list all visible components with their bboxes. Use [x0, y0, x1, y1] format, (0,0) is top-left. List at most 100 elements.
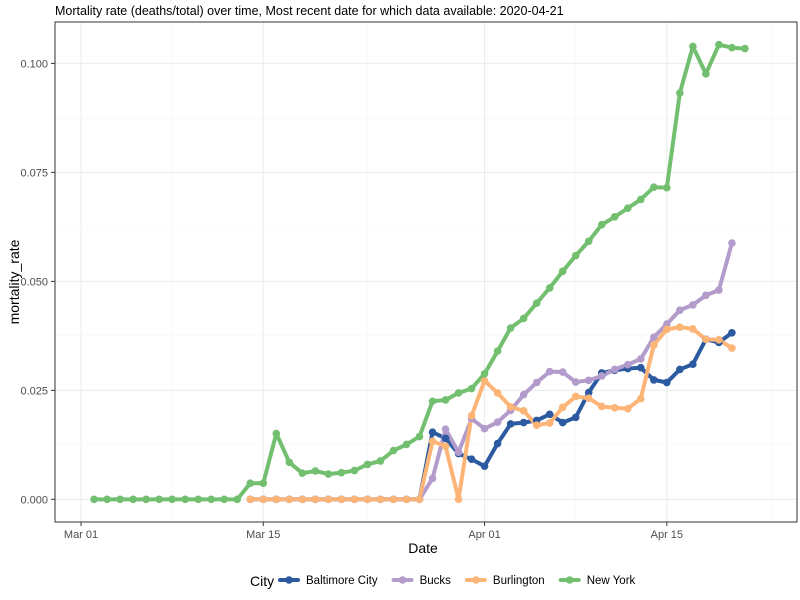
data-point-burlington: [545, 419, 554, 427]
data-point-new-york: [90, 495, 98, 504]
data-point-burlington: [246, 495, 255, 504]
legend: City Baltimore City Bucks Burlington New Yo…: [250, 573, 636, 589]
data-point-new-york: [298, 469, 307, 477]
data-point-burlington: [480, 376, 489, 385]
data-point-burlington: [337, 495, 346, 504]
data-point-burlington: [272, 495, 281, 504]
data-point-new-york: [311, 467, 320, 475]
data-point-new-york: [233, 495, 242, 504]
data-point-new-york: [636, 195, 645, 204]
data-point-new-york: [571, 251, 580, 260]
data-point-burlington: [506, 403, 515, 411]
data-point-new-york: [402, 440, 411, 449]
data-point-new-york: [363, 460, 372, 469]
data-point-new-york: [650, 183, 658, 192]
data-point-new-york: [285, 458, 294, 467]
data-point-new-york: [207, 495, 216, 504]
data-point-burlington: [441, 442, 450, 450]
data-point-new-york: [506, 324, 515, 332]
data-point-new-york: [702, 70, 710, 78]
data-point-baltimore-city: [519, 418, 528, 427]
series-line-new-york: [92, 42, 747, 502]
x-axis-label: Date: [408, 540, 438, 556]
y-tick-label: 0.100: [20, 58, 48, 70]
legend-label-baltimore-city: Baltimore City: [306, 575, 378, 587]
data-point-burlington: [415, 495, 424, 504]
data-point-bucks: [676, 306, 684, 314]
data-point-new-york: [676, 89, 684, 97]
data-point-burlington: [324, 495, 333, 504]
data-point-burlington: [298, 495, 307, 504]
data-point-new-york: [428, 397, 437, 406]
data-point-new-york: [741, 44, 749, 53]
data-point-baltimore-city: [441, 434, 450, 443]
plot-area: 0.000 0.025 0.050 0.075 0.100 Mar 01 Mar 15 Apr…: [20, 21, 798, 541]
y-tick-label: 0.075: [20, 167, 48, 179]
data-point-burlington: [493, 389, 502, 397]
data-point-new-york: [194, 495, 202, 504]
legend-title: City: [250, 573, 274, 589]
data-point-bucks: [493, 418, 502, 426]
data-point-new-york: [129, 495, 137, 504]
data-point-new-york: [519, 314, 528, 323]
data-point-new-york: [441, 396, 450, 404]
data-point-new-york: [272, 429, 281, 438]
data-point-new-york: [220, 495, 229, 504]
data-point-burlington: [689, 325, 697, 333]
data-point-burlington: [623, 404, 632, 413]
data-point-new-york: [337, 468, 346, 477]
data-point-new-york: [350, 466, 359, 475]
data-point-bucks: [663, 320, 671, 328]
data-point-bucks: [597, 372, 606, 380]
data-point-burlington: [376, 495, 385, 504]
data-point-new-york: [597, 220, 606, 229]
data-point-bucks: [441, 425, 450, 433]
data-point-new-york: [181, 495, 189, 504]
data-point-baltimore-city: [728, 329, 736, 337]
data-point-burlington: [558, 403, 567, 412]
data-point-burlington: [636, 394, 645, 403]
data-point-new-york: [415, 432, 424, 441]
data-point-bucks: [728, 239, 736, 247]
data-point-bucks: [715, 286, 723, 294]
y-tick-label: 0.025: [20, 385, 48, 397]
data-point-new-york: [168, 495, 176, 504]
data-point-baltimore-city: [689, 360, 697, 369]
legend-key-point-bucks: [398, 576, 407, 584]
panel-border: [54, 21, 798, 523]
data-point-new-york: [545, 284, 554, 292]
data-point-burlington: [454, 495, 463, 504]
data-point-new-york: [715, 40, 723, 49]
data-point-new-york: [689, 42, 697, 51]
legend-key-point-burlington: [472, 576, 480, 584]
data-point-burlington: [597, 402, 606, 411]
y-tick-label: 0.050: [20, 276, 48, 288]
legend-key-point-new-york: [565, 576, 574, 584]
data-point-burlington: [389, 495, 398, 504]
data-point-new-york: [116, 495, 124, 504]
data-point-new-york: [454, 389, 463, 397]
data-point-baltimore-city: [493, 439, 502, 448]
legend-label-burlington: Burlington: [493, 575, 545, 587]
legend-label-bucks: Bucks: [420, 575, 452, 587]
data-point-burlington: [467, 411, 476, 420]
data-point-new-york: [558, 267, 567, 276]
data-point-baltimore-city: [467, 455, 476, 464]
data-point-baltimore-city: [480, 462, 489, 471]
data-point-new-york: [532, 299, 541, 307]
x-tick-label: Apr 15: [651, 529, 683, 541]
data-point-burlington: [285, 495, 294, 504]
data-point-new-york: [155, 495, 163, 504]
data-point-new-york: [480, 369, 489, 378]
legend-key-point-baltimore-city: [285, 576, 293, 584]
data-point-new-york: [142, 495, 150, 504]
data-point-baltimore-city: [650, 376, 658, 384]
x-tick-label: Mar 15: [246, 529, 280, 541]
data-point-new-york: [584, 237, 593, 246]
data-point-new-york: [246, 479, 255, 488]
data-point-bucks: [558, 368, 567, 376]
data-point-burlington: [650, 341, 658, 349]
x-tick-label: Apr 01: [468, 529, 500, 541]
data-point-burlington: [610, 403, 619, 412]
data-point-baltimore-city: [584, 388, 593, 397]
